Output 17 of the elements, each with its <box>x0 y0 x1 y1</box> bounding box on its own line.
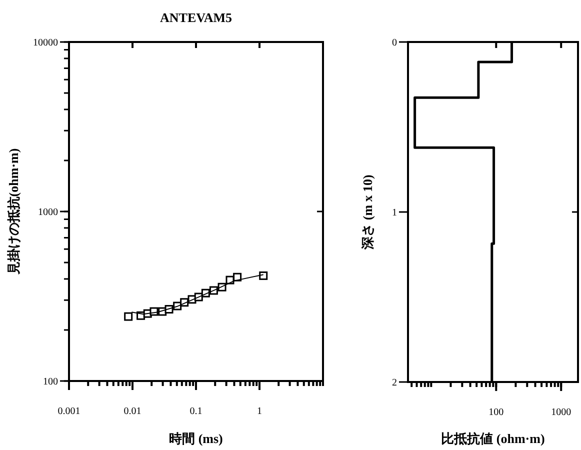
y-axis-title: 見掛けの抵抗(ohm·m) <box>6 148 21 276</box>
x-tick-label: 1 <box>257 406 262 417</box>
y-axis-title: 深さ (m x 10) <box>360 174 375 250</box>
y-tick-label: 2 <box>392 378 397 388</box>
x-tick-label: 0.1 <box>190 406 202 417</box>
x-axis-title: 時間 (ms) <box>169 431 223 446</box>
x-tick-label: 1000 <box>551 407 572 418</box>
x-axis-title: 比抵抗値 (ohm·m) <box>441 431 545 446</box>
y-tick-label: 0 <box>392 38 397 48</box>
x-tick-label: 0.001 <box>58 406 80 417</box>
y-tick-label: 10000 <box>33 38 58 48</box>
chart-title: ANTEVAM5 <box>160 10 232 25</box>
x-tick-label: 0.01 <box>124 406 142 417</box>
y-tick-label: 1000 <box>38 207 58 218</box>
x-tick-label: 100 <box>488 407 504 418</box>
y-tick-label: 1 <box>392 208 397 218</box>
y-tick-label: 100 <box>43 376 58 388</box>
